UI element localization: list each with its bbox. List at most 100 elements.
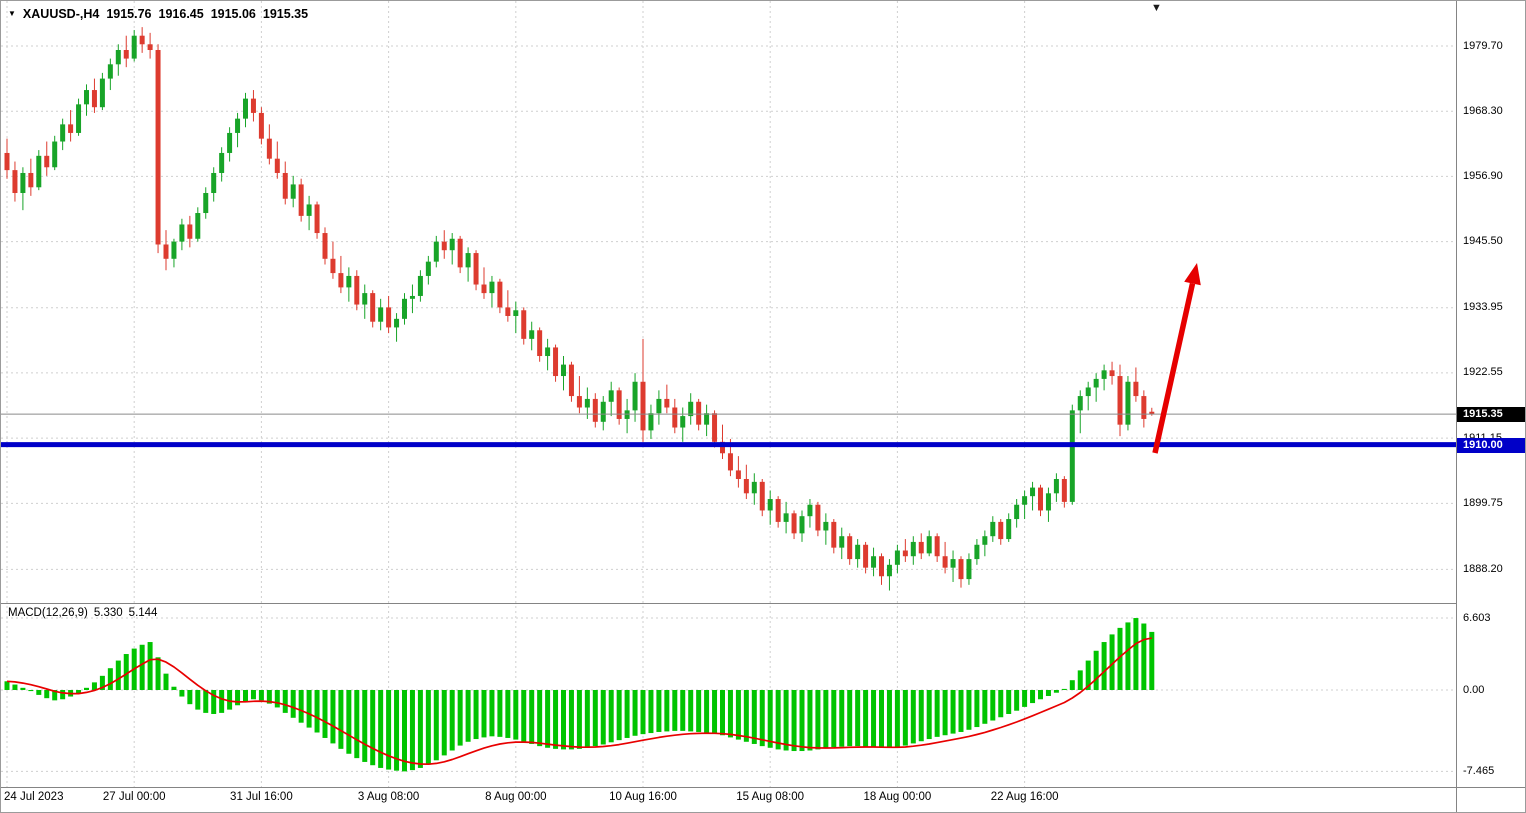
candle-body xyxy=(394,318,400,328)
macd-histogram xyxy=(4,618,1155,772)
macd-bar xyxy=(489,690,495,737)
macd-bar xyxy=(370,690,376,766)
candle-body xyxy=(386,307,392,328)
macd-bar xyxy=(584,690,590,748)
candle-body xyxy=(425,261,431,276)
macd-bar xyxy=(648,690,654,734)
candle-body xyxy=(266,138,272,159)
macd-bar xyxy=(759,690,765,747)
chart-header: ▼ XAUUSD-,H4 1915.76 1916.45 1915.06 191… xyxy=(8,7,308,21)
symbol-dropdown-icon[interactable]: ▼ xyxy=(8,9,16,18)
candle-body xyxy=(720,441,725,454)
candle-body xyxy=(60,124,66,142)
candle-body xyxy=(147,44,153,51)
macd-bar xyxy=(1069,680,1075,690)
macd-bar xyxy=(76,690,82,694)
macd-bar xyxy=(632,690,638,736)
candle-body xyxy=(282,172,288,199)
macd-bar xyxy=(171,686,177,690)
macd-bar xyxy=(330,690,336,744)
candle-body xyxy=(107,64,113,79)
macd-bar xyxy=(799,690,805,752)
candle-body xyxy=(664,398,670,408)
macd-bar xyxy=(354,690,360,759)
macd-bar xyxy=(282,690,288,713)
trend-arrow-head[interactable] xyxy=(1184,263,1201,286)
macd-bar xyxy=(1077,670,1083,690)
macd-bar xyxy=(473,690,479,740)
candle-body xyxy=(481,284,487,294)
macd-signal-value: 5.144 xyxy=(128,607,158,619)
trend-arrow[interactable] xyxy=(1152,263,1201,454)
macd-bar xyxy=(1117,627,1123,690)
candle-body xyxy=(616,390,622,419)
candle-body xyxy=(163,244,169,259)
candle-body xyxy=(91,90,97,108)
candle-body xyxy=(219,152,225,173)
macd-bar xyxy=(115,660,121,690)
candle-body xyxy=(1077,396,1083,411)
candle-body xyxy=(370,293,376,322)
candle-body xyxy=(656,398,662,414)
candle-body xyxy=(974,544,980,560)
candle-body xyxy=(84,90,89,105)
macd-bar xyxy=(147,642,153,690)
macd-bar xyxy=(561,690,566,750)
macd-bar xyxy=(926,690,932,740)
macd-bar xyxy=(1022,690,1028,707)
price-tick-label: 1979.70 xyxy=(1463,39,1503,52)
macd-bar xyxy=(235,690,241,706)
macd-bar xyxy=(409,690,415,771)
macd-bar xyxy=(322,690,328,738)
candle-body xyxy=(743,479,749,494)
candle-body xyxy=(1006,519,1012,540)
candle-body xyxy=(735,470,741,480)
candle-body xyxy=(505,307,511,316)
trend-arrow-shaft[interactable] xyxy=(1152,282,1196,454)
candle-body xyxy=(1014,504,1020,520)
candle-body xyxy=(910,541,916,557)
macd-bar xyxy=(107,668,113,690)
macd-bar xyxy=(28,690,34,692)
candle-body xyxy=(187,224,193,239)
candle-body xyxy=(839,536,845,548)
candle-body xyxy=(1053,479,1059,494)
time-axis[interactable]: 24 Jul 2023 27 Jul 00:00 31 Jul 16:00 3 Aug… xyxy=(1,789,1456,812)
candle-body xyxy=(465,253,471,268)
macd-bar xyxy=(290,690,296,718)
macd-bar xyxy=(99,675,105,690)
macd-bar xyxy=(624,690,630,738)
macd-bar xyxy=(823,690,829,749)
macd-bar xyxy=(1133,618,1139,690)
macd-bar xyxy=(52,690,58,701)
macd-bar xyxy=(243,690,248,702)
candle-body xyxy=(1117,376,1123,425)
macd-bar xyxy=(1109,634,1115,690)
ohlc-close-value: 1915.35 xyxy=(262,7,309,21)
macd-bar xyxy=(1101,642,1107,690)
macd-bar xyxy=(942,690,948,736)
macd-bar xyxy=(982,690,988,724)
macd-signal-line xyxy=(6,637,1152,766)
candle-body xyxy=(871,556,877,568)
price-axis[interactable]: 1915.35 1910.00 1979.70 1968.30 1956.90 194… xyxy=(1457,1,1525,787)
candle-body xyxy=(497,281,503,308)
chart-shift-marker-icon[interactable]: ▼ xyxy=(1151,2,1162,14)
macd-bar xyxy=(441,690,447,756)
macd-bar xyxy=(203,690,209,713)
macd-bar xyxy=(751,690,757,744)
level-price-badge: 1910.00 xyxy=(1457,438,1525,454)
macd-bar xyxy=(704,690,710,733)
candle-body xyxy=(4,152,10,171)
candle-body xyxy=(1069,410,1075,502)
macd-bar xyxy=(394,690,400,771)
macd-bar xyxy=(1141,623,1147,690)
macd-bar xyxy=(84,687,89,690)
macd-bar xyxy=(902,690,908,746)
macd-bar xyxy=(783,690,789,751)
macd-bar xyxy=(839,690,845,747)
macd-bar xyxy=(266,690,272,704)
candle-body xyxy=(799,516,805,534)
candle-body xyxy=(894,550,900,565)
